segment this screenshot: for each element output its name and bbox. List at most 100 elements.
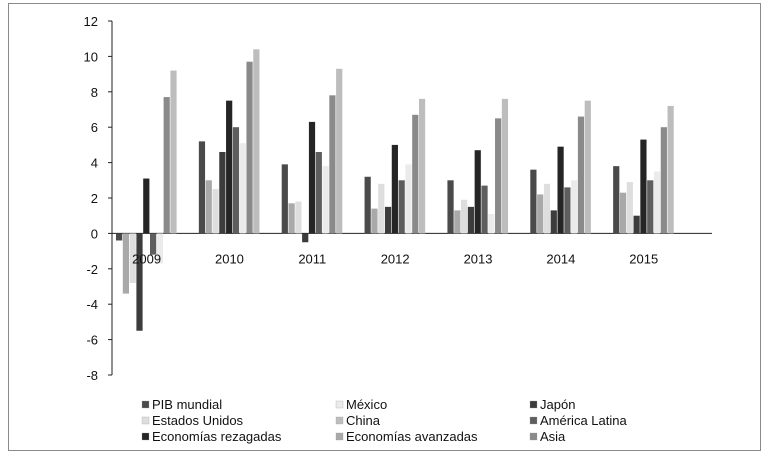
bar xyxy=(418,98,426,234)
bar xyxy=(315,151,322,234)
y-tick-label: 10 xyxy=(84,49,98,64)
bar xyxy=(501,98,509,234)
x-tick-label: 2010 xyxy=(215,251,244,266)
legend-label: Japón xyxy=(540,397,575,412)
bar xyxy=(205,180,212,234)
bar xyxy=(543,183,551,234)
bar xyxy=(219,151,226,234)
bar xyxy=(571,180,578,234)
bar xyxy=(412,114,419,234)
bar xyxy=(170,70,177,234)
legend-swatch xyxy=(335,432,344,441)
bar xyxy=(577,116,585,234)
bar xyxy=(308,121,316,234)
bar xyxy=(640,139,647,234)
legend-swatch xyxy=(141,416,150,425)
y-tick-label: -2 xyxy=(86,262,98,277)
legend-swatch xyxy=(529,400,538,409)
bar xyxy=(239,143,246,234)
bar xyxy=(530,169,537,234)
legend-label: Economías rezagadas xyxy=(152,429,282,444)
bar xyxy=(198,141,206,234)
bar xyxy=(322,166,329,234)
bar xyxy=(116,233,123,241)
bar xyxy=(129,233,136,283)
bar xyxy=(122,233,129,294)
bar xyxy=(371,208,378,234)
bar xyxy=(281,164,288,234)
bar xyxy=(447,180,454,234)
x-tick-label: 2013 xyxy=(464,251,493,266)
bar xyxy=(633,215,640,234)
legend-label: Economías avanzadas xyxy=(346,429,478,444)
y-tick-label: 2 xyxy=(91,191,98,206)
bar xyxy=(488,213,495,234)
bar xyxy=(660,127,667,234)
legend-swatch xyxy=(141,400,150,409)
bar xyxy=(156,233,163,264)
bar xyxy=(550,210,557,234)
y-tick-label: 4 xyxy=(91,156,98,171)
bar xyxy=(136,233,143,331)
bar xyxy=(253,49,260,234)
bar xyxy=(564,187,571,234)
bar xyxy=(288,203,295,234)
bar xyxy=(481,185,488,234)
bar xyxy=(454,210,461,234)
bar xyxy=(163,97,170,234)
bar xyxy=(143,178,150,234)
bar xyxy=(232,127,240,234)
legend-swatch xyxy=(335,416,344,425)
bar xyxy=(653,171,661,234)
legend-label: Asia xyxy=(540,429,566,444)
bar xyxy=(495,118,502,234)
bar xyxy=(384,206,392,234)
bars xyxy=(116,49,674,331)
bar xyxy=(584,100,591,234)
bar xyxy=(336,68,343,234)
bar xyxy=(667,105,674,234)
legend-swatch xyxy=(335,400,344,409)
x-tick-label: 2011 xyxy=(298,251,326,266)
bar xyxy=(626,182,633,234)
y-tick-label: -6 xyxy=(86,333,98,348)
bar xyxy=(474,150,481,234)
bar xyxy=(537,194,544,234)
bar xyxy=(613,166,620,234)
bar xyxy=(226,100,233,234)
bar xyxy=(647,180,654,234)
legend-label: PIB mundial xyxy=(152,397,222,412)
y-tick-label: 0 xyxy=(91,226,98,241)
x-tick-label: 2012 xyxy=(381,251,410,266)
legend-swatch xyxy=(529,416,538,425)
legend-swatch xyxy=(529,432,538,441)
x-tick-label: 2009 xyxy=(132,251,161,266)
legend-label: China xyxy=(346,413,381,428)
bar xyxy=(295,201,302,234)
bar xyxy=(378,183,385,234)
y-tick-label: -4 xyxy=(86,297,98,312)
legend-label: Estados Unidos xyxy=(152,413,244,428)
bar xyxy=(150,233,157,255)
y-tick-label: 6 xyxy=(91,120,98,135)
bar xyxy=(461,199,468,234)
bar xyxy=(398,180,405,234)
x-tick-label: 2014 xyxy=(546,251,575,266)
y-tick-label: 12 xyxy=(84,14,98,29)
bar xyxy=(329,95,336,234)
y-tick-label: 8 xyxy=(91,85,98,100)
bar xyxy=(391,144,398,234)
bar xyxy=(302,233,309,243)
legend-swatch xyxy=(141,432,150,441)
bar xyxy=(364,176,371,234)
bar xyxy=(557,146,564,234)
legend-label: México xyxy=(346,397,387,412)
bar xyxy=(467,206,475,234)
bar xyxy=(212,189,219,234)
x-tick-label: 2015 xyxy=(629,251,658,266)
bar xyxy=(619,192,627,234)
x-tick-labels: 2009 2010 2011 2012 2013 2014 2015 xyxy=(132,251,658,266)
bar xyxy=(246,61,253,234)
y-tick-labels: 12 10 8 6 4 2 0 -2 -4 -6 -8 xyxy=(84,14,112,383)
